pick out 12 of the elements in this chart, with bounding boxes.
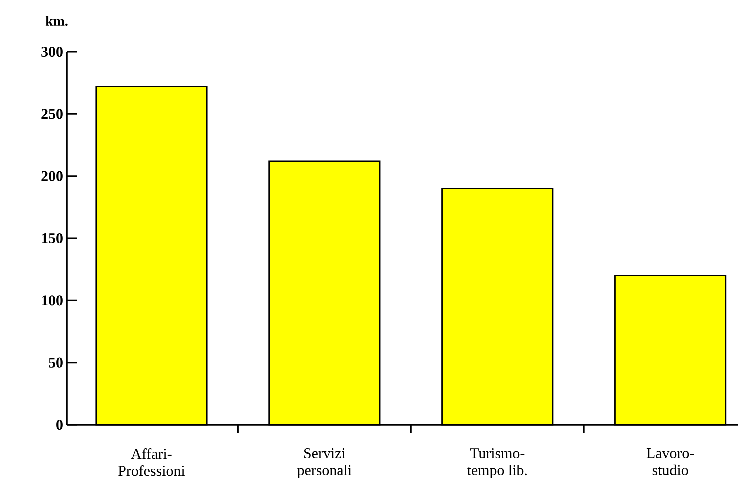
y-tick-label: 150 — [42, 233, 63, 244]
y-tick-label: 0 — [56, 420, 63, 430]
y-tick-label: 300 — [42, 46, 63, 58]
y-tick-label: 200 — [42, 171, 63, 182]
y-tick-label: 250 — [42, 109, 63, 120]
x-tick-label: Turismo- tempo lib. — [467, 448, 527, 479]
x-tick-label: Servizi personali — [298, 448, 352, 479]
y-tick-label: 100 — [42, 296, 63, 306]
y-axis-title: km. — [46, 16, 68, 26]
y-tick-label: 50 — [49, 358, 63, 368]
x-tick-label: Affari- Professioni — [118, 448, 186, 476]
x-tick-label: Lavoro- studio — [646, 448, 694, 476]
